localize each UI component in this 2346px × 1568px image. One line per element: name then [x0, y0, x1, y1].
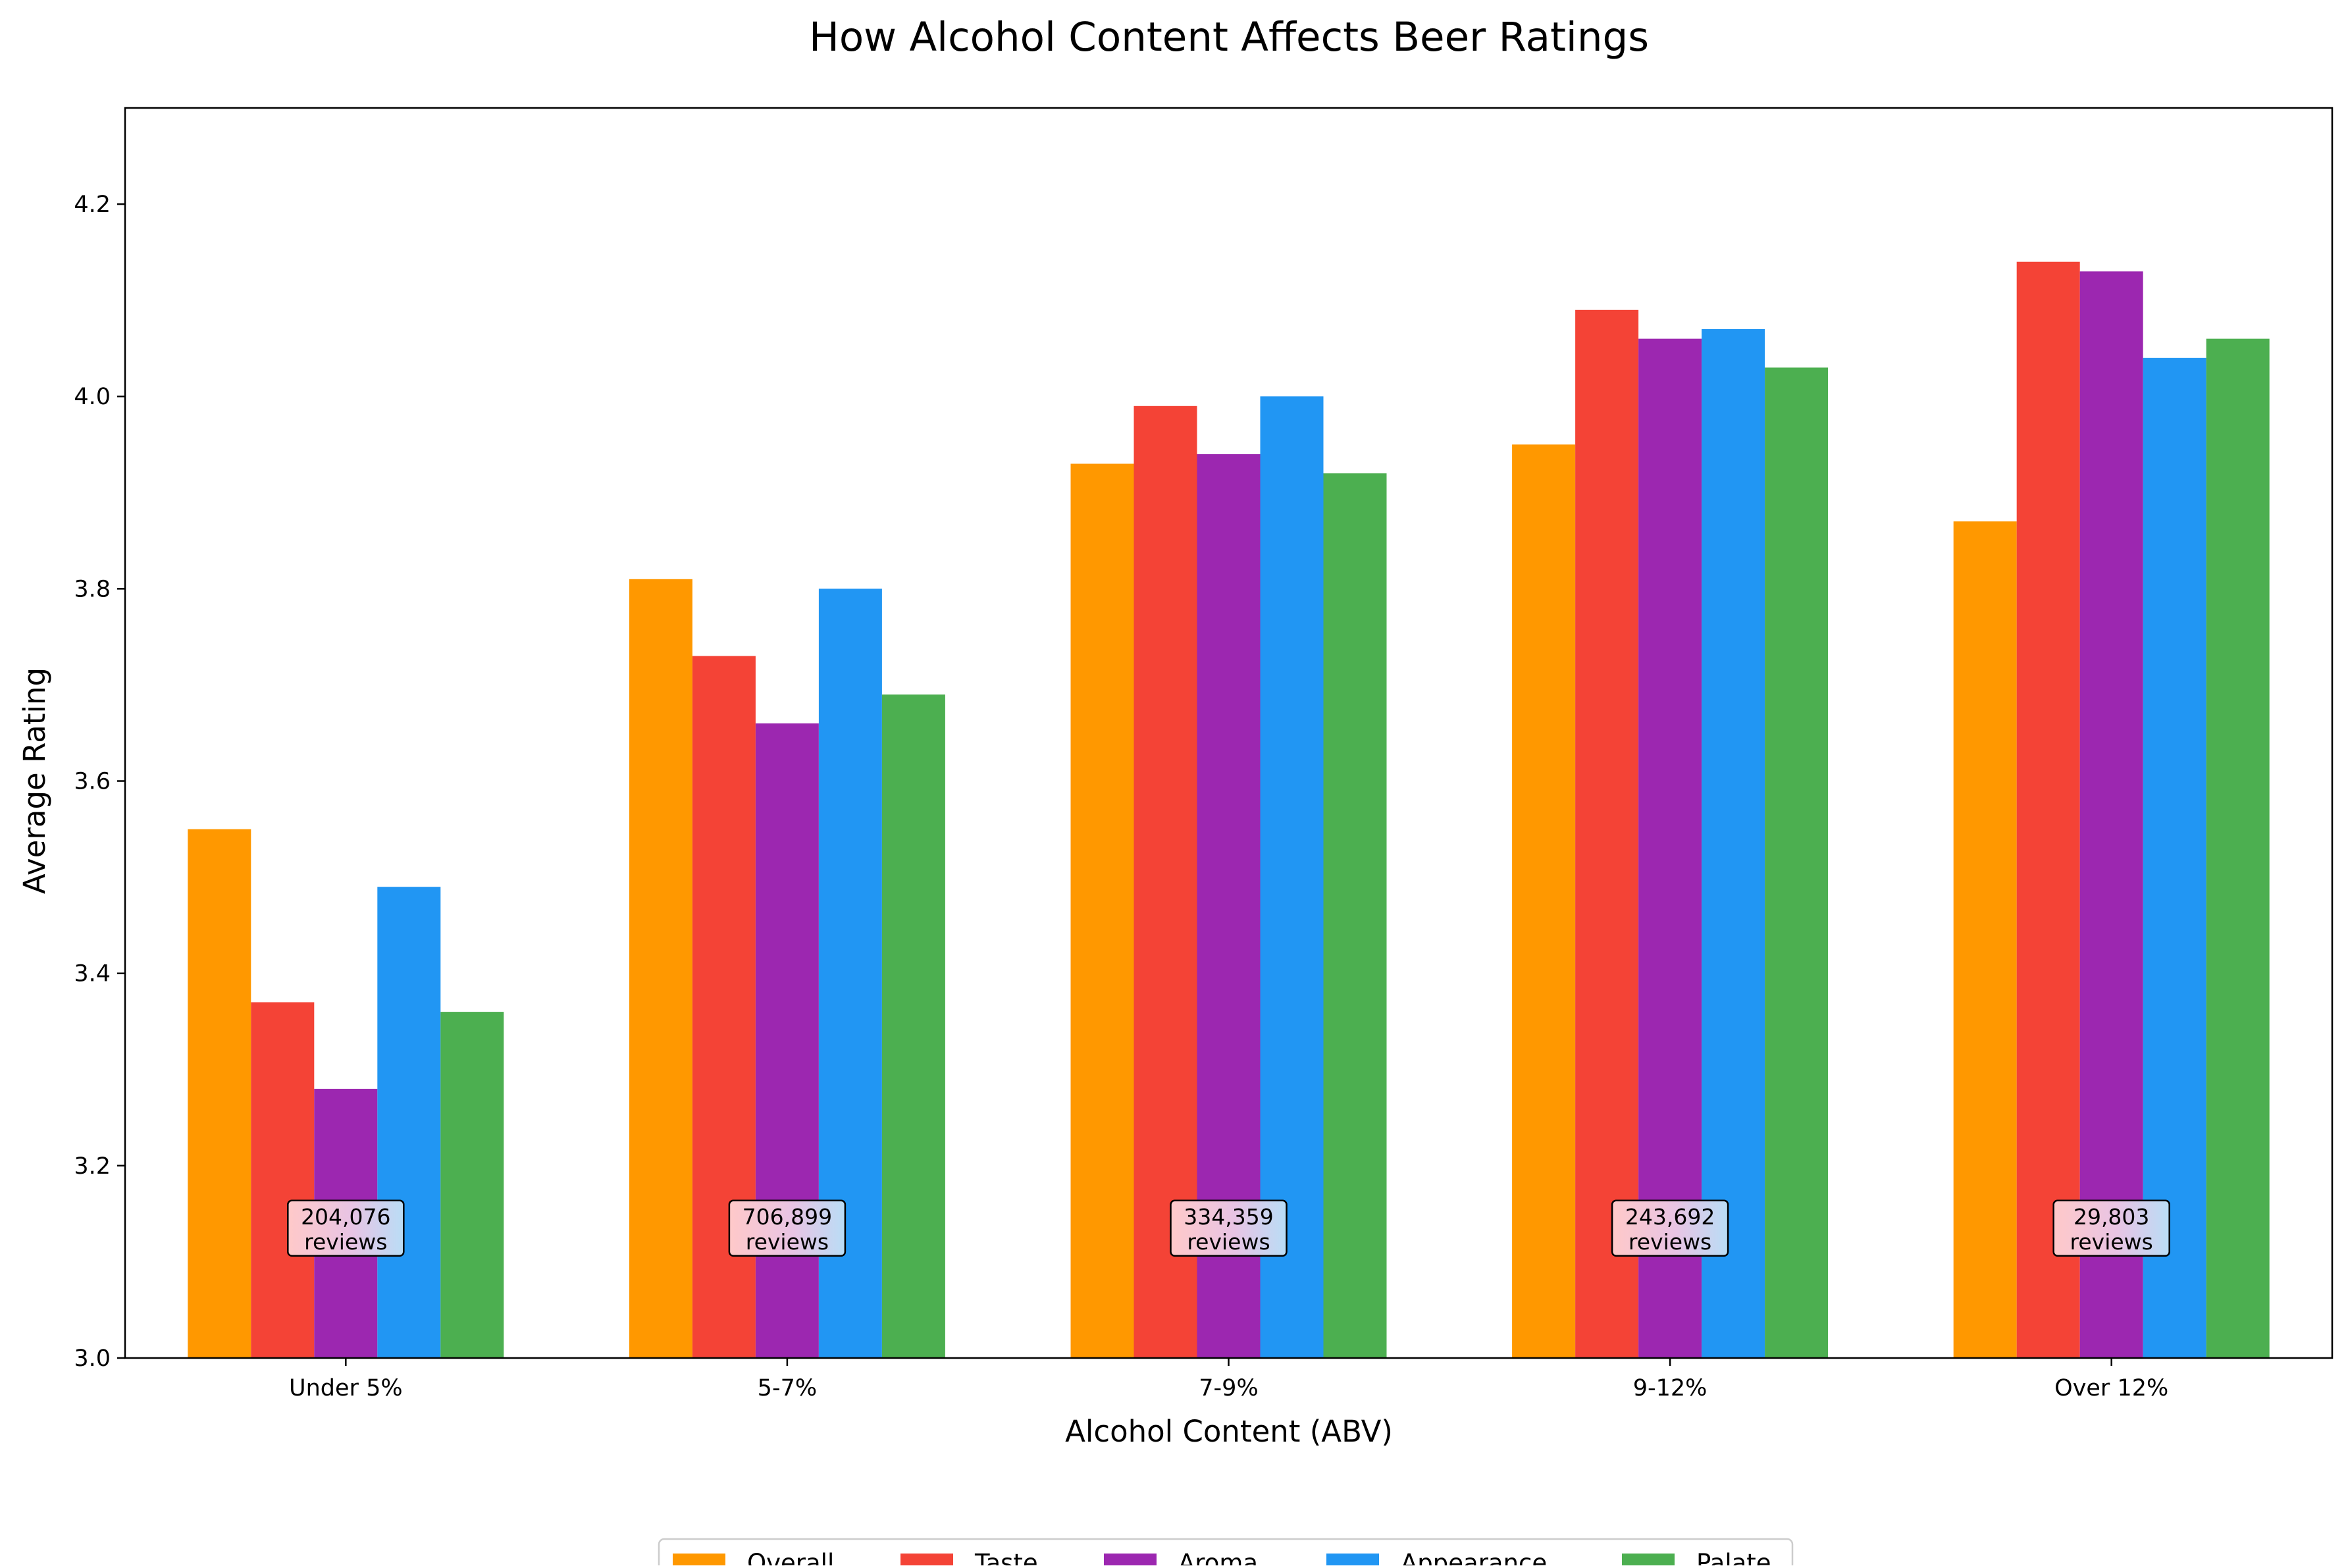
- bar-overall-3: [1512, 444, 1576, 1358]
- annotation-count-2: 334,359: [1184, 1204, 1273, 1230]
- annotations-layer: 204,076reviews706,899reviews334,359revie…: [287, 1199, 2170, 1257]
- y-tick-label-4: 3.8: [74, 576, 111, 602]
- legend-swatch-overall: [673, 1554, 725, 1568]
- y-tick-label-0: 3.0: [74, 1346, 111, 1372]
- annotation-box-3: [1611, 1199, 1729, 1257]
- bar-palate-2: [1323, 473, 1387, 1358]
- annotation-label-0: reviews: [304, 1229, 387, 1255]
- annotation-box-0: [287, 1199, 405, 1257]
- x-tick-label-1: 5-7%: [758, 1375, 817, 1401]
- bar-appearance-3: [1702, 329, 1765, 1358]
- y-tick-label-2: 3.4: [74, 961, 111, 987]
- bar-appearance-0: [377, 887, 441, 1358]
- bars-layer: [188, 261, 2270, 1359]
- bar-taste-4: [2016, 261, 2080, 1359]
- annotation-label-4: reviews: [2070, 1229, 2153, 1255]
- bar-palate-1: [881, 694, 945, 1358]
- bar-aroma-3: [1638, 338, 1702, 1358]
- x-tick-label-2: 7-9%: [1199, 1375, 1258, 1401]
- bar-palate-3: [1765, 367, 1829, 1358]
- legend-label-appearance: Appearance: [1401, 1549, 1547, 1565]
- bar-overall-2: [1070, 463, 1134, 1358]
- legend: Overall Taste Aroma Appearance Palate: [658, 1538, 1794, 1568]
- annotation-label-3: reviews: [1629, 1229, 1711, 1255]
- annotation-box-1: [728, 1199, 847, 1257]
- x-tick-label-0: Under 5%: [289, 1375, 403, 1401]
- legend-label-palate: Palate: [1696, 1549, 1771, 1565]
- bar-taste-2: [1134, 405, 1197, 1358]
- legend-swatch-aroma: [1104, 1554, 1157, 1568]
- legend-swatch-appearance: [1326, 1554, 1379, 1568]
- bar-palate-4: [2206, 338, 2270, 1358]
- x-tick-label-4: Over 12%: [2054, 1375, 2168, 1401]
- legend-label-overall: Overall: [747, 1549, 834, 1565]
- y-axis-label: Average Rating: [17, 667, 52, 894]
- y-tick-label-6: 4.2: [74, 192, 111, 218]
- annotation-count-0: 204,076: [301, 1204, 390, 1230]
- annotation-label-1: reviews: [746, 1229, 829, 1255]
- x-tick-label-3: 9-12%: [1633, 1375, 1707, 1401]
- bar-appearance-2: [1260, 396, 1324, 1359]
- y-tick-label-1: 3.2: [74, 1153, 111, 1180]
- chart-title: How Alcohol Content Affects Beer Ratings: [809, 14, 1649, 61]
- legend-label-taste: Taste: [974, 1549, 1038, 1565]
- legend-swatch-palate: [1622, 1554, 1675, 1568]
- legend-swatch-taste: [900, 1554, 953, 1568]
- annotation-count-1: 706,899: [743, 1204, 832, 1230]
- bar-appearance-4: [2143, 357, 2206, 1358]
- bar-overall-4: [1953, 521, 2017, 1358]
- annotation-count-4: 29,803: [2073, 1204, 2149, 1230]
- bar-taste-3: [1575, 309, 1639, 1358]
- bar-palate-0: [440, 1012, 504, 1358]
- y-tick-label-3: 3.6: [74, 769, 111, 795]
- bar-taste-0: [251, 1002, 315, 1358]
- annotation-box-2: [1170, 1199, 1288, 1257]
- bar-aroma-1: [755, 723, 819, 1358]
- y-tick-label-5: 4.0: [74, 384, 111, 410]
- annotation-box-4: [2052, 1199, 2170, 1257]
- bar-aroma-4: [2079, 271, 2143, 1358]
- x-axis-label: Alcohol Content (ABV): [1065, 1414, 1393, 1449]
- annotation-label-2: reviews: [1187, 1229, 1270, 1255]
- axes-layer: 3.0 3.2 3.4 3.6 3.8 4.0 4.2 Under 5% 5-7% 7-9% 9-1…: [74, 107, 2333, 1401]
- legend-label-aroma: Aroma: [1178, 1549, 1258, 1565]
- annotation-count-3: 243,692: [1625, 1204, 1715, 1230]
- bar-overall-0: [188, 829, 251, 1358]
- bar-overall-1: [629, 579, 692, 1358]
